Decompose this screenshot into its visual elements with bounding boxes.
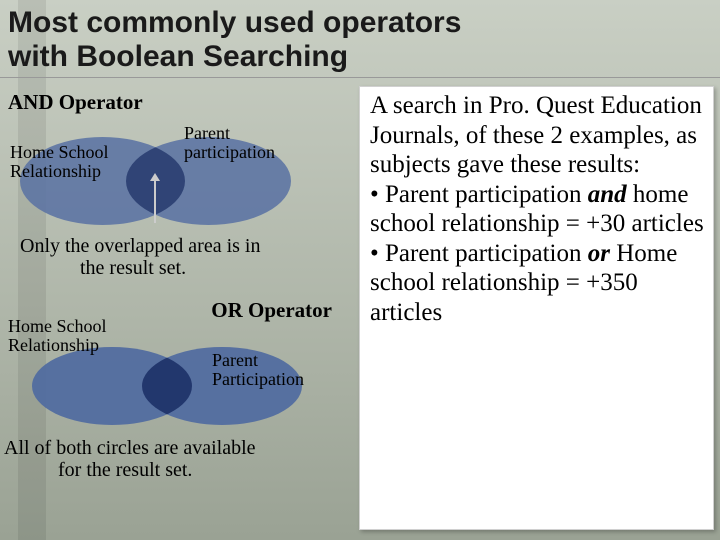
bullet1-prefix: • Parent participation	[370, 181, 588, 208]
or-caption: All of both circles are available for th…	[4, 437, 354, 482]
or-right-label: Parent Participation	[212, 351, 304, 389]
bullet2-em: or	[588, 240, 610, 267]
or-left-label: Home School Relationship	[8, 317, 107, 355]
left-column: AND Operator Home School Relationship Pa…	[8, 90, 354, 530]
and-caption: Only the overlapped area is in the resul…	[20, 235, 354, 280]
panel-intro: A search in Pro. Quest Education Journal…	[370, 92, 702, 178]
venn-or: Home School Relationship Parent Particip…	[14, 323, 334, 433]
bullet2-prefix: • Parent participation	[370, 240, 588, 267]
venn-and: Home School Relationship Parent particip…	[14, 121, 334, 231]
title-line2: with Boolean Searching	[8, 40, 348, 73]
and-left-label: Home School Relationship	[10, 143, 109, 181]
slide-title: Most commonly used operators with Boolea…	[0, 0, 720, 78]
title-line1: Most commonly used operators	[8, 6, 461, 39]
and-arrow	[154, 181, 156, 223]
results-panel: A search in Pro. Quest Education Journal…	[359, 86, 714, 530]
and-heading: AND Operator	[8, 90, 354, 115]
bullet1-em: and	[588, 181, 627, 208]
and-right-label: Parent participation	[184, 124, 275, 162]
